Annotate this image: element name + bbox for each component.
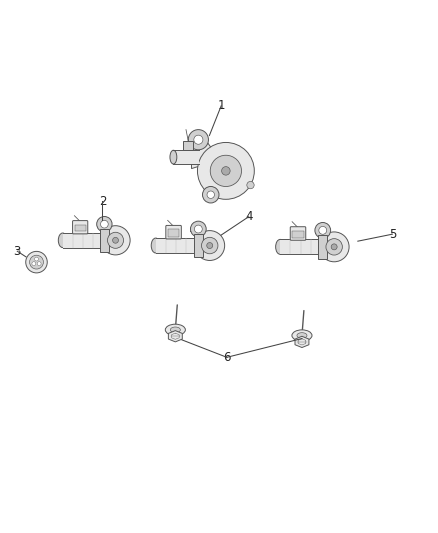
Bar <box>292 231 304 238</box>
Circle shape <box>247 181 254 189</box>
FancyBboxPatch shape <box>166 225 181 239</box>
Circle shape <box>319 232 349 262</box>
Circle shape <box>188 130 208 150</box>
Ellipse shape <box>292 330 312 341</box>
Bar <box>194 234 203 257</box>
Circle shape <box>194 225 202 233</box>
Circle shape <box>207 243 213 248</box>
Circle shape <box>107 232 124 248</box>
Circle shape <box>191 221 206 237</box>
Circle shape <box>97 216 112 232</box>
Circle shape <box>201 237 218 254</box>
Circle shape <box>198 142 254 199</box>
FancyBboxPatch shape <box>280 239 331 254</box>
Text: 5: 5 <box>389 228 396 241</box>
Bar <box>183 141 193 150</box>
Polygon shape <box>295 336 309 348</box>
Circle shape <box>207 191 215 198</box>
Text: 6: 6 <box>223 351 231 364</box>
Bar <box>318 235 327 259</box>
Circle shape <box>319 227 327 235</box>
Bar <box>168 229 179 237</box>
Circle shape <box>195 231 225 261</box>
FancyBboxPatch shape <box>73 221 88 234</box>
Ellipse shape <box>151 238 160 253</box>
Bar <box>100 229 109 252</box>
Circle shape <box>222 167 230 175</box>
Text: 3: 3 <box>14 245 21 258</box>
Circle shape <box>35 257 39 261</box>
Text: 4: 4 <box>245 210 252 223</box>
Text: 1: 1 <box>217 99 225 112</box>
Ellipse shape <box>58 233 67 248</box>
Bar <box>74 224 86 231</box>
Circle shape <box>113 237 118 243</box>
Circle shape <box>101 220 108 228</box>
Circle shape <box>315 222 331 238</box>
FancyBboxPatch shape <box>290 227 306 240</box>
Circle shape <box>331 244 337 250</box>
FancyBboxPatch shape <box>63 233 113 248</box>
Circle shape <box>37 262 41 265</box>
Circle shape <box>101 225 130 255</box>
Ellipse shape <box>165 324 185 335</box>
Circle shape <box>202 187 219 203</box>
Circle shape <box>26 252 47 273</box>
Circle shape <box>32 262 36 265</box>
Ellipse shape <box>170 150 177 164</box>
Circle shape <box>194 135 203 144</box>
Circle shape <box>30 255 43 269</box>
Bar <box>173 150 198 164</box>
Polygon shape <box>188 136 217 168</box>
Circle shape <box>210 155 241 187</box>
Ellipse shape <box>276 239 285 254</box>
Circle shape <box>326 239 343 255</box>
Ellipse shape <box>297 333 307 338</box>
FancyBboxPatch shape <box>155 238 207 253</box>
Polygon shape <box>168 330 182 342</box>
Text: 2: 2 <box>99 195 106 207</box>
Ellipse shape <box>170 327 180 333</box>
